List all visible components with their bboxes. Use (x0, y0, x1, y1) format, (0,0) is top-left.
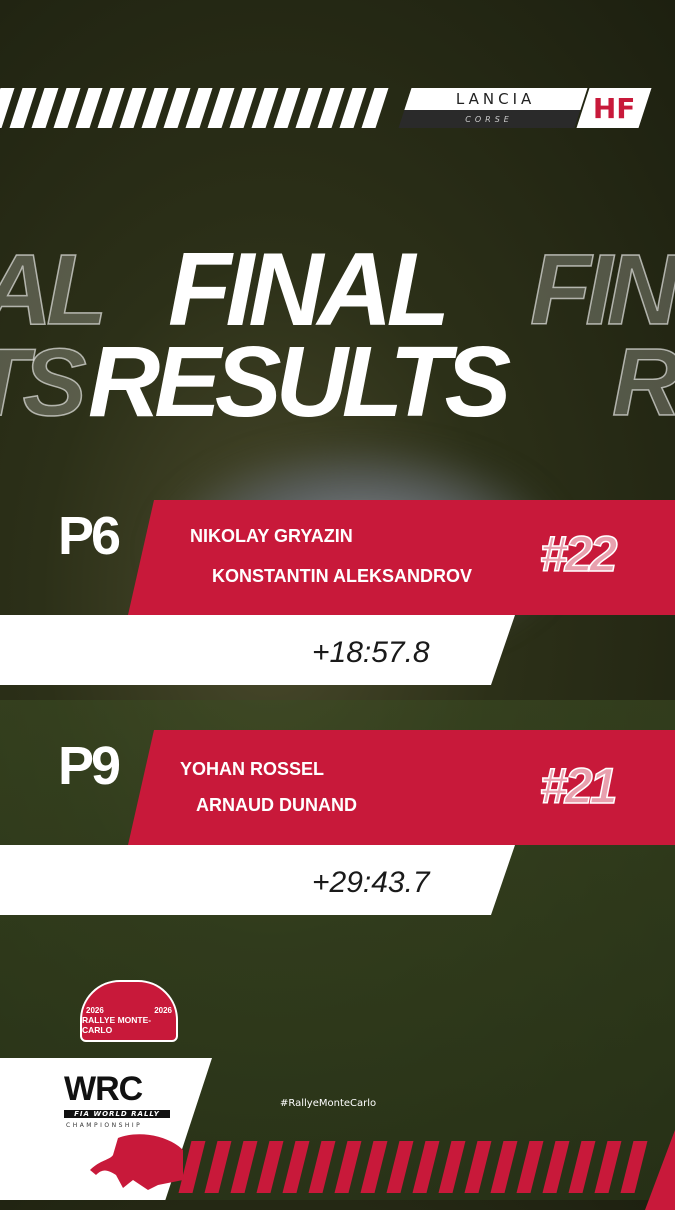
ghost-text: R (611, 329, 675, 436)
lancia-text: LANCIA (456, 90, 536, 108)
top-stripes (0, 88, 389, 128)
time-band (0, 845, 515, 915)
hf-text: HF (592, 91, 636, 125)
driver-name: NIKOLAY GRYAZIN (190, 526, 353, 546)
codriver-name: ARNAUD DUNAND (196, 795, 357, 815)
lancia-corse-logo: LANCIA CORSE (398, 88, 588, 128)
gap-time: +29:43.7 (312, 866, 430, 899)
ghost-text: FIN (529, 234, 675, 346)
rallye-monte-carlo-logo: 2026 2026 RALLYE MONTE-CARLO (80, 980, 178, 1042)
event-name: RALLYE MONTE-CARLO (82, 1015, 152, 1035)
position-label: P9 (58, 736, 121, 796)
year-left: 2026 (86, 1006, 104, 1015)
wrc-logo: WRC (64, 1070, 143, 1108)
result-band (128, 500, 675, 615)
result-band (128, 730, 675, 845)
title-final: FINAL (168, 232, 450, 348)
time-band (0, 615, 515, 685)
car-number: #21 (539, 757, 618, 815)
hf-logo: HF (576, 88, 652, 128)
wrc-championship: CHAMPIONSHIP (66, 1122, 143, 1129)
hashtag: #RallyeMonteCarlo (280, 1098, 377, 1109)
ghost-text: TS (0, 329, 87, 436)
ghost-text: AL (0, 234, 108, 346)
position-label: P6 (58, 506, 121, 566)
driver-name: YOHAN ROSSEL (180, 759, 325, 779)
wrc-subtitle: FIA WORLD RALLY (64, 1110, 170, 1118)
year-right: 2026 (154, 1006, 172, 1015)
car-number: #22 (539, 525, 618, 583)
gap-time: +18:57.8 (312, 636, 430, 669)
elephant-icon (88, 1130, 188, 1190)
title-results: RESULTS (88, 326, 511, 438)
codriver-name: KONSTANTIN ALEKSANDROV (212, 566, 472, 586)
corse-text: CORSE (465, 114, 514, 124)
